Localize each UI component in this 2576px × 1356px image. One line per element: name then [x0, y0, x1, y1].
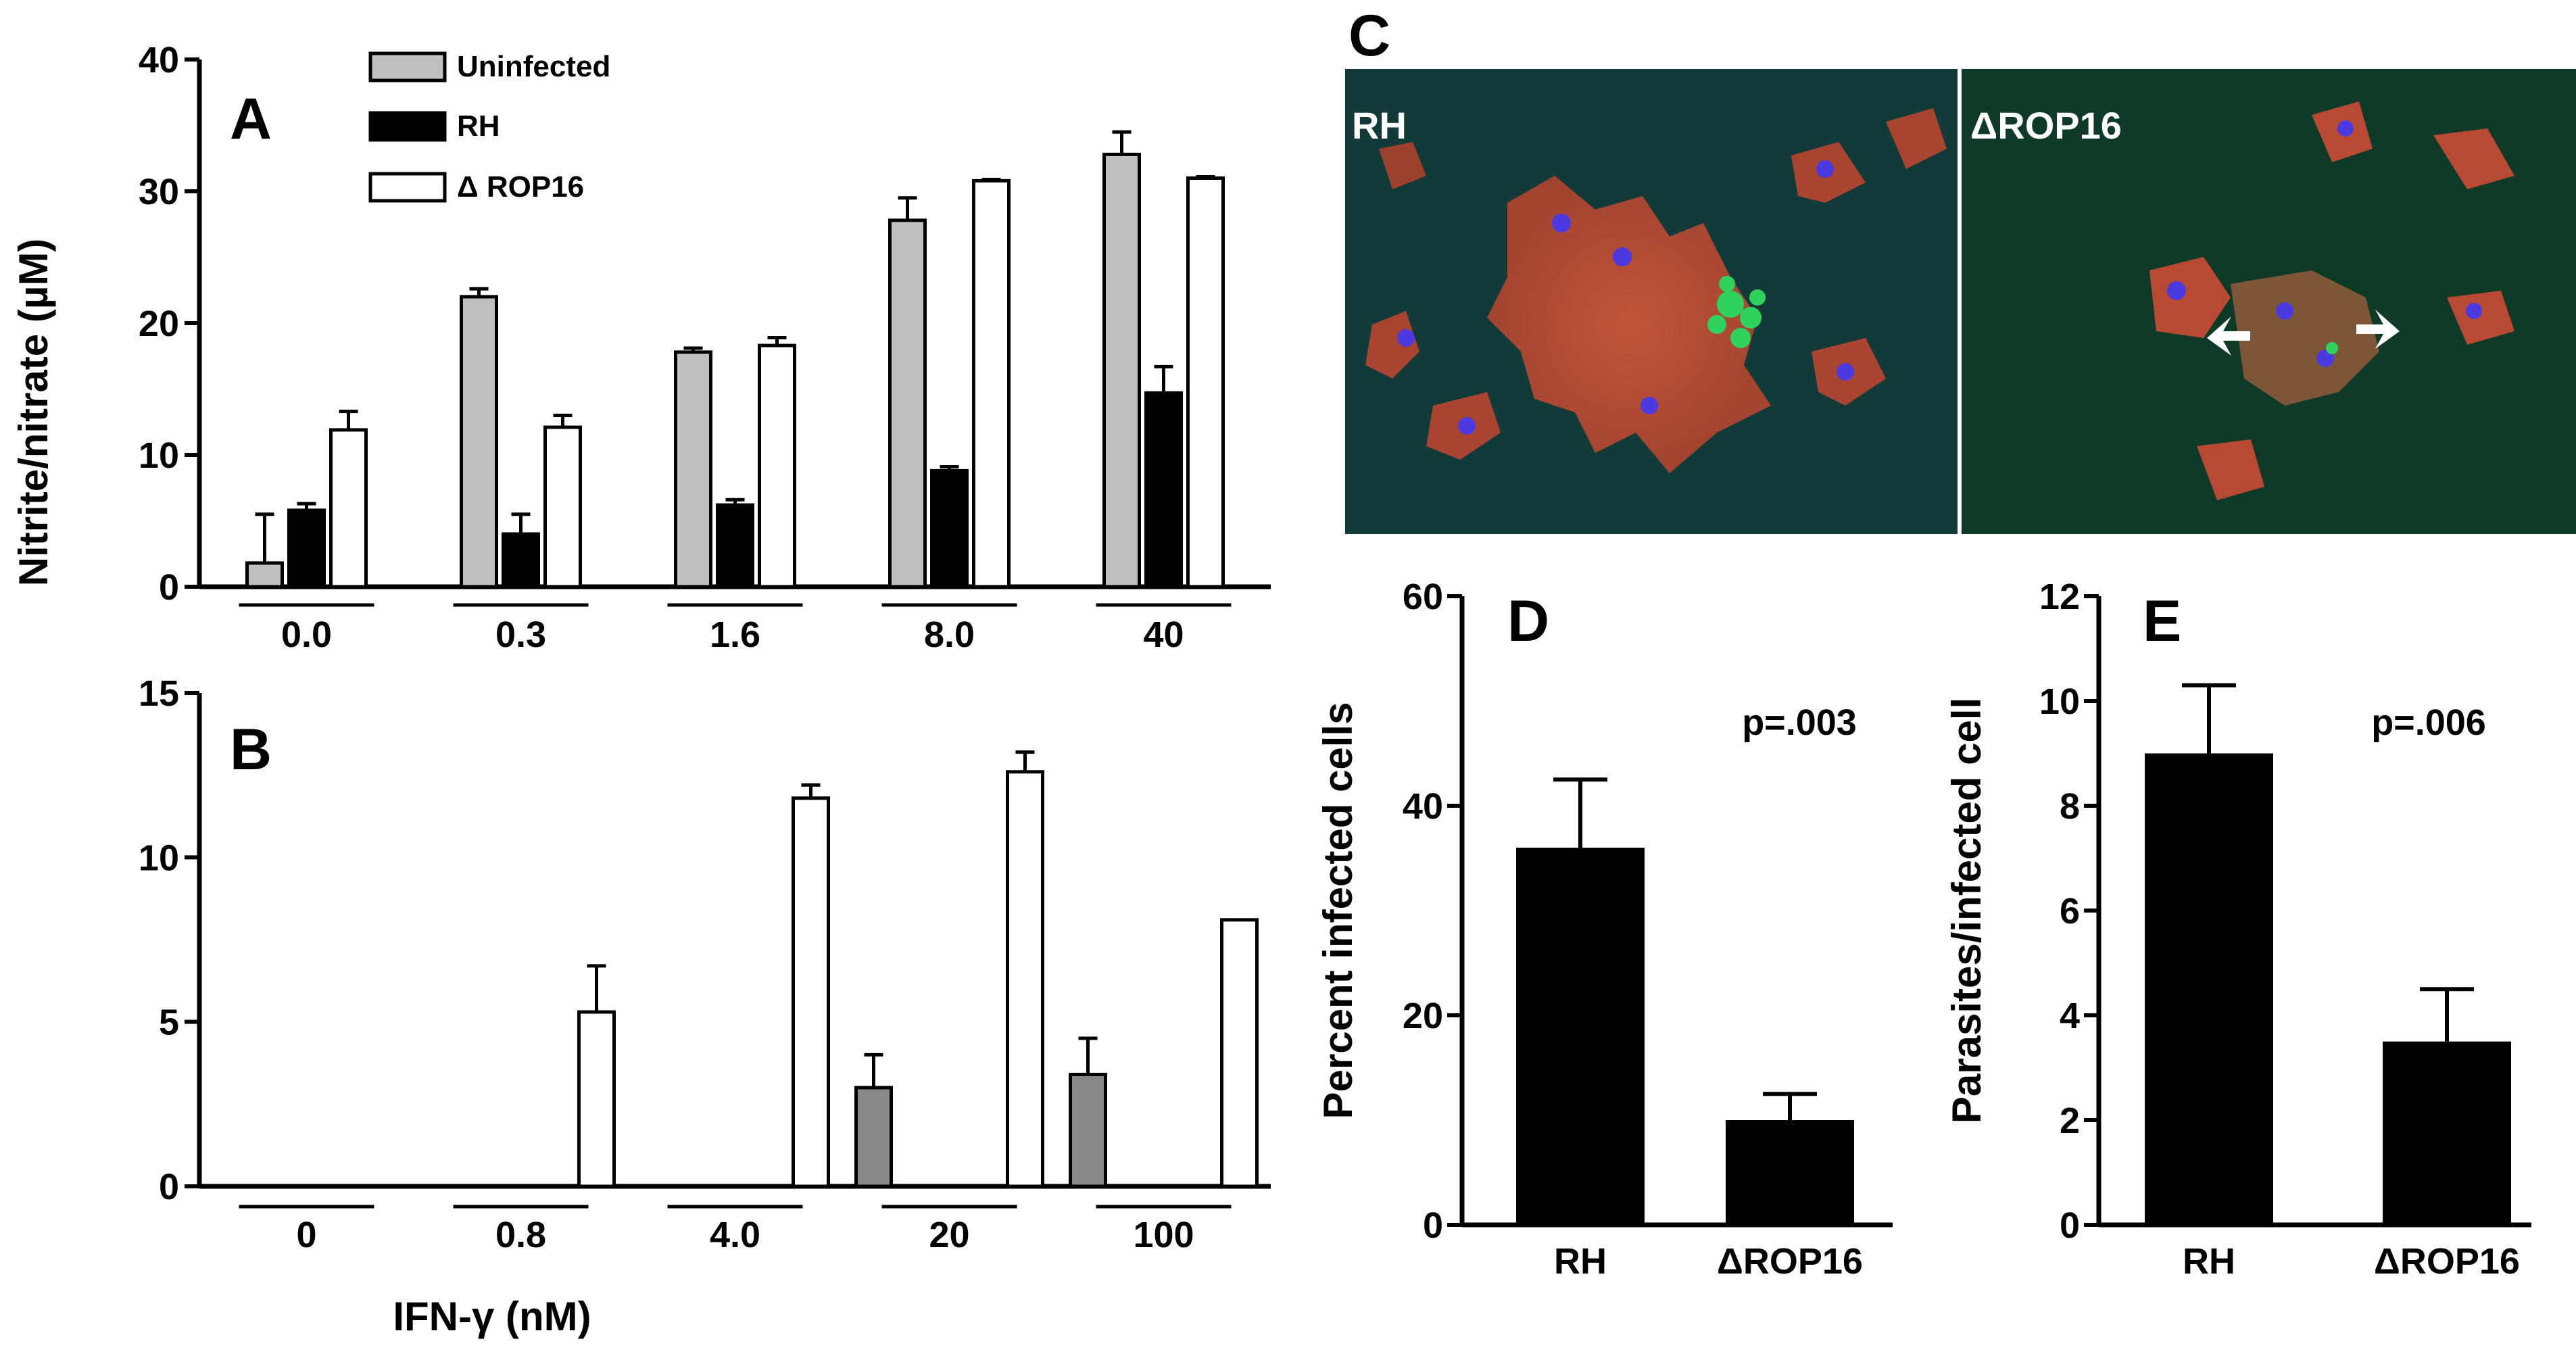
x-axis-title-b: IFN-γ (nM) [393, 1294, 591, 1339]
panel-b-category-label: 20 [929, 1215, 969, 1255]
panel-a-bar [674, 350, 712, 589]
panel-a-bar [543, 425, 582, 589]
panel-a-bar [1186, 176, 1225, 589]
legend-label: Uninfected [457, 50, 610, 83]
panel-a-bar [460, 295, 498, 589]
panel-b-bar [792, 796, 830, 1188]
micrograph-rh: RH [1345, 69, 1958, 534]
panel-d-bar [1516, 848, 1645, 1225]
panel-a-y-tick-label: 20 [139, 304, 179, 344]
panel-e-bar [2145, 753, 2273, 1225]
panel-e-y-tick-label: 2 [2060, 1100, 2080, 1141]
panel-e-y-tick-label: 0 [2060, 1205, 2080, 1246]
legend-label: Δ ROP16 [457, 170, 584, 203]
panel-d-letter: D [1507, 589, 1549, 654]
panel-b-bar [640, 1184, 679, 1188]
panel-a-bar [888, 218, 927, 589]
panel-a-bar [287, 508, 326, 589]
panel-a-category-label: 0.0 [281, 614, 332, 655]
panel-e-letter: E [2143, 589, 2181, 654]
panel-e-bar [2383, 1041, 2511, 1225]
panel-e-y-tick-label: 6 [2060, 891, 2080, 931]
panel-e-y-tick-label: 10 [2039, 681, 2080, 722]
panel-d-y-axis-title: Percent infected cells [1315, 702, 1361, 1119]
panel-a-category-label: 40 [1143, 614, 1184, 655]
panel-b-bar [363, 1184, 402, 1188]
panel-b-bar [930, 1184, 969, 1188]
panel-d-y-tick-label: 60 [1403, 577, 1443, 617]
panel-d-bar [1726, 1120, 1854, 1225]
panel-b-category-label: 0.8 [495, 1215, 546, 1255]
panel-b-category-label: 4.0 [710, 1215, 760, 1255]
panel-a-y-tick-label: 10 [139, 435, 179, 476]
panel-a-bar [972, 178, 1011, 589]
panel-a-bar [329, 428, 368, 589]
panel-a-y-tick-label: 40 [139, 40, 179, 80]
panel-b-bar [502, 1184, 540, 1188]
panel-b-bar [577, 1010, 616, 1188]
panel-d-p-value: p=.003 [1742, 702, 1857, 743]
panel-e: E 0 2 4 6 8 10 12 RH ΔROP16 p=.006 Parasites/infec… [1944, 577, 2531, 1282]
panel-b-bar [716, 1184, 754, 1188]
panel-b-letter: B [230, 717, 272, 782]
panel-b-bar [212, 1184, 250, 1188]
panel-b-y-tick-label: 10 [139, 838, 179, 878]
y-axis-title-ab: Nitrite/nitrate (µM) [11, 239, 56, 587]
panel-a-category-label: 0.3 [495, 614, 546, 655]
panel-e-category-label: RH [2183, 1241, 2235, 1282]
panel-b-bar [1069, 1073, 1107, 1188]
panel-a-category-label: 1.6 [710, 614, 760, 655]
panel-b-y-tick-label: 15 [139, 673, 179, 714]
legend-swatch [368, 172, 447, 203]
micrograph-drop16-label: ΔROP16 [1970, 104, 2122, 147]
panel-b-category-label: 100 [1133, 1215, 1194, 1255]
panel-b-bar [287, 1184, 326, 1188]
panel-d-y-tick-label: 40 [1403, 786, 1443, 827]
panel-b: B 0 5 10 15 0 0.8 4.0 20 100 [139, 673, 1271, 1255]
micrograph-drop16: ΔROP16 [1962, 69, 2576, 534]
panel-e-y-axis-title: Parasites/infected cell [1944, 698, 1989, 1123]
legend-label: RH [457, 110, 500, 143]
panel-d-y-tick-label: 20 [1403, 996, 1443, 1036]
panel-e-p-value: p=.006 [2371, 702, 2486, 743]
panel-d-category-label: ΔROP16 [1717, 1241, 1863, 1282]
panel-a-bar [1144, 391, 1183, 589]
legend-swatch [368, 51, 447, 82]
micrograph-rh-label: RH [1352, 104, 1407, 147]
panel-e-category-label: ΔROP16 [2374, 1241, 2520, 1282]
panel-b-bar [1006, 770, 1044, 1188]
panel-b-bar [1220, 918, 1259, 1188]
panel-a-bar [716, 503, 754, 589]
panel-b-y-tick-label: 0 [159, 1167, 179, 1207]
panel-b-category-label: 0 [296, 1215, 316, 1255]
panel-c: C RH [1345, 3, 2576, 534]
panel-a-bar [1102, 152, 1141, 589]
panel-a-letter: A [230, 87, 272, 151]
panel-a-category-label: 8.0 [924, 614, 975, 655]
panel-c-letter: C [1348, 3, 1390, 68]
panel-a: A 0 10 20 30 40 0.0 0.3 1.6 8.0 40 [139, 40, 1271, 655]
panel-e-y-tick-label: 4 [2060, 996, 2080, 1036]
panel-a-bar [758, 343, 796, 589]
panel-d-category-label: RH [1554, 1241, 1607, 1282]
panel-e-y-tick-label: 8 [2060, 786, 2080, 827]
legend-swatch [368, 111, 447, 142]
panel-a-bar [245, 561, 284, 589]
panel-a-y-tick-label: 30 [139, 172, 179, 212]
legend: Uninfected RH Δ ROP16 [368, 50, 610, 203]
panel-b-bar [854, 1086, 893, 1188]
panel-b-y-tick-label: 5 [159, 1002, 179, 1043]
panel-d: D 0 20 40 60 RH ΔROP16 p=.003 Percent infected … [1315, 577, 1893, 1282]
panel-b-bar [1144, 1184, 1183, 1188]
panel-a-bar [930, 468, 969, 589]
panel-a-bar [502, 532, 540, 589]
panel-d-y-tick-label: 0 [1423, 1205, 1443, 1246]
panel-e-y-tick-label: 12 [2039, 577, 2080, 617]
panel-a-y-tick-label: 0 [159, 567, 179, 608]
panel-b-bar [426, 1184, 464, 1188]
